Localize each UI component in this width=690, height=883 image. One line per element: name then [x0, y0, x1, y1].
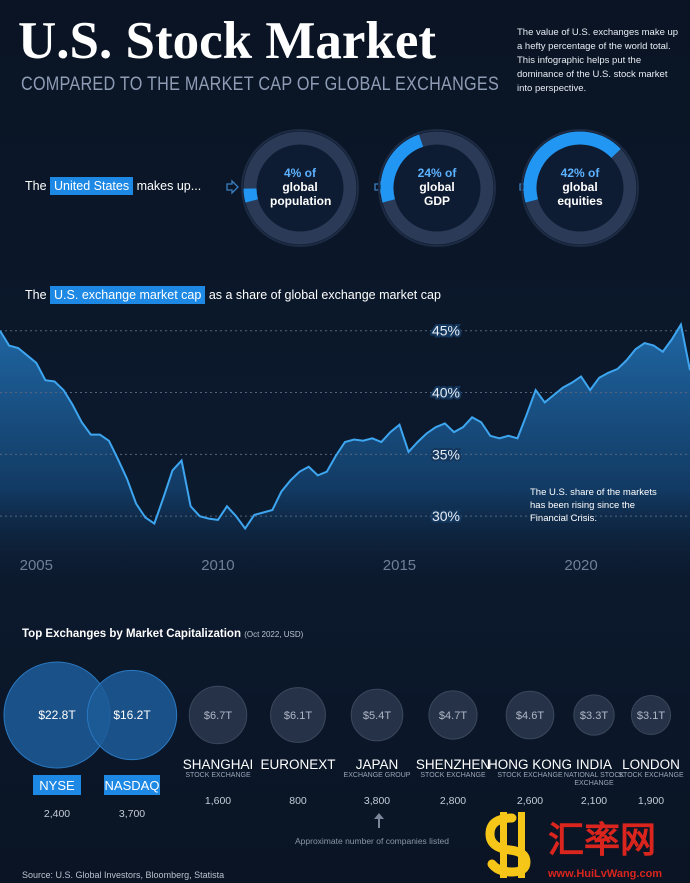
- area-heading: The U.S. exchange market cap as a share …: [25, 286, 441, 304]
- bubble: [630, 694, 672, 736]
- donut-category: global population: [270, 180, 332, 208]
- company-count: 800: [289, 795, 307, 807]
- bubble-value: $4.7T: [439, 710, 467, 722]
- company-count: 2,100: [581, 795, 607, 807]
- exchange-name: SHENZHEN: [416, 757, 490, 772]
- exchange-name: LONDON: [622, 757, 680, 772]
- exchange-descriptor: STOCK EXCHANGE: [618, 772, 684, 779]
- bubble-value: $6.7T: [204, 710, 232, 722]
- y-tick-label: 30%: [432, 508, 460, 524]
- company-count: 3,800: [364, 795, 390, 807]
- bubble-value: $16.2T: [113, 708, 151, 722]
- bubble-title: Top Exchanges by Market Capitalization: [22, 628, 241, 640]
- exchange-descriptor: STOCK EXCHANGE: [185, 772, 251, 779]
- x-tick-label: 2020: [564, 557, 597, 574]
- donut-value: 4%: [283, 166, 302, 180]
- bubble-value: $4.6T: [516, 710, 544, 722]
- exchange-name: NYSE: [39, 778, 75, 793]
- description: The value of U.S. exchanges make up a he…: [517, 27, 679, 94]
- heading-highlight: United States: [50, 177, 134, 195]
- bubble: [428, 690, 478, 740]
- exchange-name: EURONEXT: [260, 757, 335, 772]
- donut-label: 4% of global population: [260, 166, 340, 208]
- bubble-value: $5.4T: [363, 710, 391, 722]
- name-box: [33, 775, 81, 795]
- donut-value: 24%: [417, 166, 442, 180]
- watermark-logo: [485, 812, 531, 878]
- donut-track: [243, 131, 357, 245]
- area-line: [0, 321, 690, 531]
- donut-label: 42% of global equities: [540, 166, 620, 208]
- donut-connector: of: [304, 166, 316, 180]
- bubble-value: $3.1T: [637, 710, 665, 722]
- watermark-url: www.HuiLvWang.com: [547, 868, 662, 880]
- donut-label: 24% of global GDP: [397, 166, 477, 208]
- y-tick-label: 45%: [432, 323, 460, 339]
- subtitle: COMPARED TO THE MARKET CAP OF GLOBAL EXC…: [21, 73, 499, 95]
- exchange-descriptor: EXCHANGE GROUP: [343, 772, 411, 779]
- bubble-value: $22.8T: [38, 708, 76, 722]
- bubble: [505, 690, 555, 740]
- donut-outline: [241, 129, 359, 247]
- y-tick-label: 40%: [432, 385, 460, 401]
- donut-arc: [380, 134, 424, 203]
- bubble-value: $6.1T: [284, 710, 312, 722]
- exchange-name: NASDAQ: [105, 778, 160, 793]
- bubble: [86, 669, 178, 761]
- exchange-name: INDIA: [576, 757, 612, 772]
- bubble-note: (Oct 2022, USD): [244, 630, 304, 639]
- bubble: [270, 687, 326, 743]
- x-tick-label: 2010: [201, 557, 234, 574]
- exchange-name: JAPAN: [356, 757, 399, 772]
- bubble-value: $3.3T: [580, 710, 608, 722]
- bubble: [573, 694, 615, 736]
- exchange-descriptor: STOCK EXCHANGE: [420, 772, 486, 779]
- donut-category: global equities: [557, 180, 603, 208]
- donut-category: global GDP: [419, 180, 455, 208]
- y-tick-label: 35%: [432, 446, 460, 462]
- footnote: Approximate number of companies listed: [294, 836, 450, 846]
- donut-value: 42%: [560, 166, 585, 180]
- heading-suffix: makes up...: [136, 179, 202, 193]
- name-box: [104, 775, 160, 795]
- heading-prefix: The: [25, 288, 47, 302]
- company-count: 3,700: [119, 808, 145, 820]
- x-tick-label: 2015: [383, 557, 416, 574]
- company-count: 2,600: [517, 795, 543, 807]
- donut-connector: of: [445, 166, 457, 180]
- heading-prefix: The: [25, 179, 47, 193]
- area-fill: [0, 324, 690, 600]
- source: Source: U.S. Global Investors, Bloomberg…: [22, 870, 224, 880]
- up-arrow: [374, 813, 384, 828]
- x-tick-label: 2005: [20, 557, 53, 574]
- donut-connector: of: [588, 166, 600, 180]
- exchange-name: HONG KONG: [488, 757, 572, 772]
- watermark-text: 汇率网: [548, 819, 656, 860]
- exchange-descriptor: STOCK EXCHANGE: [497, 772, 563, 779]
- donut-arc: [243, 188, 259, 203]
- company-count: 2,400: [44, 808, 70, 820]
- annotation: The U.S. share of the markets has been r…: [530, 487, 657, 524]
- donut-arc: [523, 131, 621, 203]
- company-count: 2,800: [440, 795, 466, 807]
- exchange-descriptor: NATIONAL STOCK EXCHANGE: [563, 772, 625, 787]
- donut-outline: [378, 129, 496, 247]
- company-count: 1,600: [205, 795, 231, 807]
- title: U.S. Stock Market: [18, 12, 436, 70]
- company-count: 1,900: [638, 795, 664, 807]
- heading-suffix: as a share of global exchange market cap: [208, 288, 441, 302]
- bubble-heading: Top Exchanges by Market Capitalization (…: [22, 628, 303, 640]
- bubble: [188, 685, 248, 745]
- exchange-name: SHANGHAI: [183, 757, 254, 772]
- donut-heading: The United States makes up...: [25, 177, 202, 195]
- heading-highlight: U.S. exchange market cap: [50, 286, 206, 304]
- donut-outline: [521, 129, 639, 247]
- bubble: [350, 688, 404, 742]
